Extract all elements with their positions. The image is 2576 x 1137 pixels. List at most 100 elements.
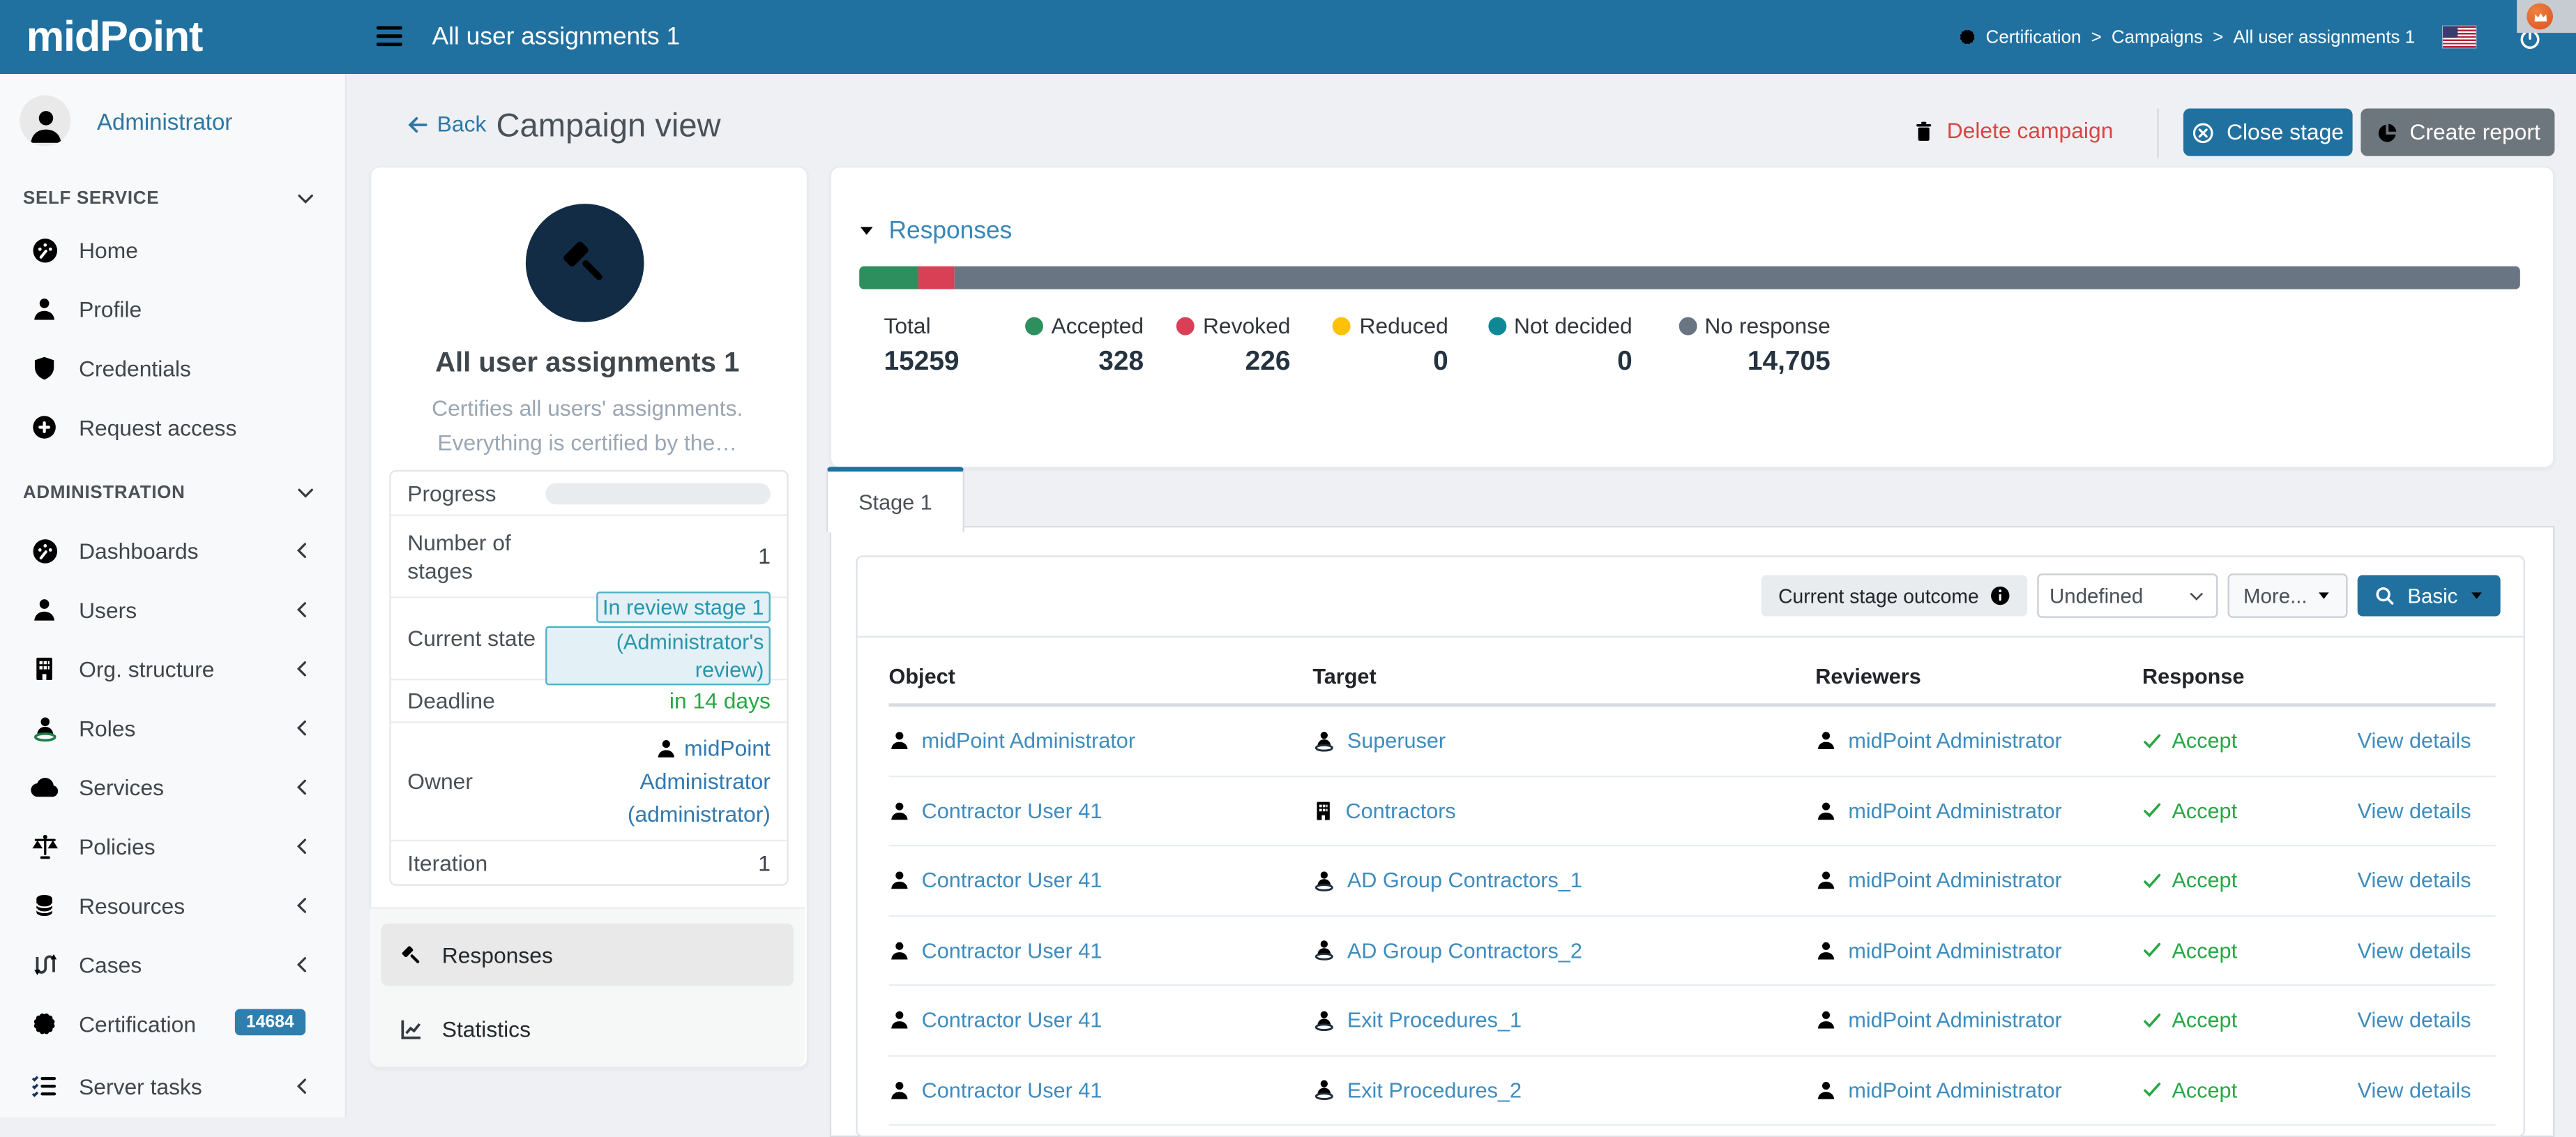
target-link[interactable]: Exit Procedures_2 xyxy=(1347,1077,1522,1103)
sidebar-user-link[interactable]: Administrator xyxy=(96,108,233,135)
sidebar-item-resources[interactable]: Resources xyxy=(0,876,345,935)
sidebar-item-roles[interactable]: Roles xyxy=(0,698,345,758)
arrow-left-icon xyxy=(406,112,429,135)
database-icon xyxy=(31,892,58,919)
building-icon xyxy=(31,656,58,682)
detail-row-current-state: Current state In review stage 1 (Adminis… xyxy=(391,592,787,686)
midpoint-logo[interactable]: midPoint xyxy=(26,11,204,61)
extension-overlay-icon[interactable] xyxy=(2526,3,2554,30)
reviewer-link[interactable]: midPoint Administrator xyxy=(1848,798,2062,823)
no-response-dot xyxy=(1678,317,1697,336)
sidebar-item-request-access[interactable]: Request access xyxy=(0,398,345,457)
tab-stage-1[interactable]: Stage 1 xyxy=(826,467,964,533)
sidebar-item-policies[interactable]: Policies xyxy=(0,817,345,876)
sidebar-item-server-tasks[interactable]: Server tasks xyxy=(0,1057,345,1116)
state-badge-review[interactable]: (Administrator's review) xyxy=(545,626,771,686)
view-details-link[interactable]: View details xyxy=(2357,1077,2471,1103)
sidebar-item-profile[interactable]: Profile xyxy=(0,279,345,338)
locale-flag-us[interactable] xyxy=(2443,26,2476,48)
view-details-link[interactable]: View details xyxy=(2357,868,2471,893)
close-stage-button[interactable]: Close stage xyxy=(2183,108,2353,156)
check-icon xyxy=(2142,801,2162,820)
campaign-card-footer: Responses Statistics xyxy=(370,907,805,1067)
gavel-icon xyxy=(557,235,613,291)
hamburger-menu-icon[interactable] xyxy=(374,22,404,51)
certification-items-table: Object Target Reviewers Response midPoin… xyxy=(888,638,2496,1126)
table-row: Contractor User 41 Exit Procedures_2 mid… xyxy=(888,1056,2496,1126)
object-link[interactable]: midPoint Administrator xyxy=(921,728,1136,753)
sidebar-item-home[interactable]: Home xyxy=(0,220,345,280)
sidebar-item-dashboards[interactable]: Dashboards xyxy=(0,521,345,580)
stat-not-decided: Not decided 0 xyxy=(1487,314,1632,378)
chevron-down-icon xyxy=(296,189,315,209)
responses-collapse-header[interactable]: Responses xyxy=(858,217,1012,245)
sidebar-item-org-structure[interactable]: Org. structure xyxy=(0,639,345,698)
sidebar-item-users[interactable]: Users xyxy=(0,580,345,640)
target-link[interactable]: AD Group Contractors_2 xyxy=(1347,938,1582,963)
object-link[interactable]: Contractor User 41 xyxy=(921,868,1103,893)
object-link[interactable]: Contractor User 41 xyxy=(921,798,1103,823)
page-title: Campaign view xyxy=(496,108,721,145)
sidebar-section-self-service[interactable]: SELF SERVICE xyxy=(0,183,345,219)
target-link[interactable]: Contractors xyxy=(1345,798,1456,823)
breadcrumb-current[interactable]: All user assignments 1 xyxy=(2233,27,2416,47)
column-target: Target xyxy=(1312,663,1377,689)
caret-down-icon xyxy=(2317,588,2332,603)
role-icon xyxy=(1312,869,1335,892)
campaign-menu-responses[interactable]: Responses xyxy=(381,923,794,986)
outcome-select[interactable]: Undefined xyxy=(2036,573,2218,618)
view-details-link[interactable]: View details xyxy=(2357,1007,2471,1033)
breadcrumb-certification[interactable]: Certification xyxy=(1985,27,2082,47)
sidebar-item-cases[interactable]: Cases xyxy=(0,935,345,994)
chart-line-icon xyxy=(398,1016,423,1041)
reviewer-link[interactable]: midPoint Administrator xyxy=(1848,1077,2062,1103)
avatar[interactable] xyxy=(20,95,71,146)
breadcrumb-campaigns[interactable]: Campaigns xyxy=(2111,27,2203,47)
user-icon xyxy=(889,1079,911,1101)
info-icon[interactable] xyxy=(1989,585,2010,607)
chevron-left-icon xyxy=(292,955,312,974)
campaign-menu-statistics[interactable]: Statistics xyxy=(381,997,794,1060)
more-filters-button[interactable]: More... xyxy=(2227,573,2349,618)
owner-link[interactable]: midPoint Administrator (administrator) xyxy=(627,735,771,826)
iteration-value: 1 xyxy=(758,850,771,875)
campaign-description: Certifies all users' assignments. Everyt… xyxy=(432,396,743,455)
sidebar-item-certification[interactable]: Certification 14684 xyxy=(0,994,345,1053)
top-bar: midPoint All user assignments 1 Certific… xyxy=(0,0,2576,75)
reviewer-link[interactable]: midPoint Administrator xyxy=(1848,938,2062,963)
basic-search-button[interactable]: Basic xyxy=(2358,575,2501,617)
target-link[interactable]: Superuser xyxy=(1347,728,1446,753)
campaign-details-table: Progress Number of stages 1 Current stat… xyxy=(389,469,789,886)
back-button[interactable]: Back xyxy=(406,112,486,137)
view-details-link[interactable]: View details xyxy=(2357,798,2471,823)
user-icon xyxy=(1815,940,1837,961)
search-toolbar: Current stage outcome Undefined More... … xyxy=(1761,573,2501,618)
cloud-icon xyxy=(29,772,59,801)
check-icon xyxy=(2142,1010,2162,1030)
state-badge-stage[interactable]: In review stage 1 xyxy=(596,592,771,623)
object-link[interactable]: Contractor User 41 xyxy=(921,938,1103,963)
view-details-link[interactable]: View details xyxy=(2357,938,2471,963)
view-details-link[interactable]: View details xyxy=(2357,728,2471,753)
target-link[interactable]: Exit Procedures_1 xyxy=(1347,1007,1522,1033)
object-link[interactable]: Contractor User 41 xyxy=(921,1007,1103,1033)
user-icon xyxy=(31,296,58,322)
revoked-dot xyxy=(1176,317,1195,336)
create-report-button[interactable]: Create report xyxy=(2361,108,2555,156)
object-link[interactable]: Contractor User 41 xyxy=(921,1077,1103,1103)
reduced-dot xyxy=(1333,317,1351,336)
responses-stacked-bar xyxy=(859,266,2520,289)
target-link[interactable]: AD Group Contractors_1 xyxy=(1347,868,1582,893)
chevron-down-icon xyxy=(296,483,315,503)
sidebar-item-services[interactable]: Services xyxy=(0,758,345,817)
reviewer-link[interactable]: midPoint Administrator xyxy=(1848,728,2062,753)
bar-segment-revoked xyxy=(918,266,955,289)
sidebar-section-administration[interactable]: ADMINISTRATION xyxy=(0,476,345,513)
sidebar-item-credentials[interactable]: Credentials xyxy=(0,338,345,398)
role-icon xyxy=(1312,1009,1335,1032)
reviewer-link[interactable]: midPoint Administrator xyxy=(1848,1007,2062,1033)
response-value: Accept xyxy=(2172,798,2238,823)
delete-campaign-button[interactable]: Delete campaign xyxy=(1912,119,2113,143)
reviewer-link[interactable]: midPoint Administrator xyxy=(1848,868,2062,893)
role-icon xyxy=(1312,939,1335,962)
